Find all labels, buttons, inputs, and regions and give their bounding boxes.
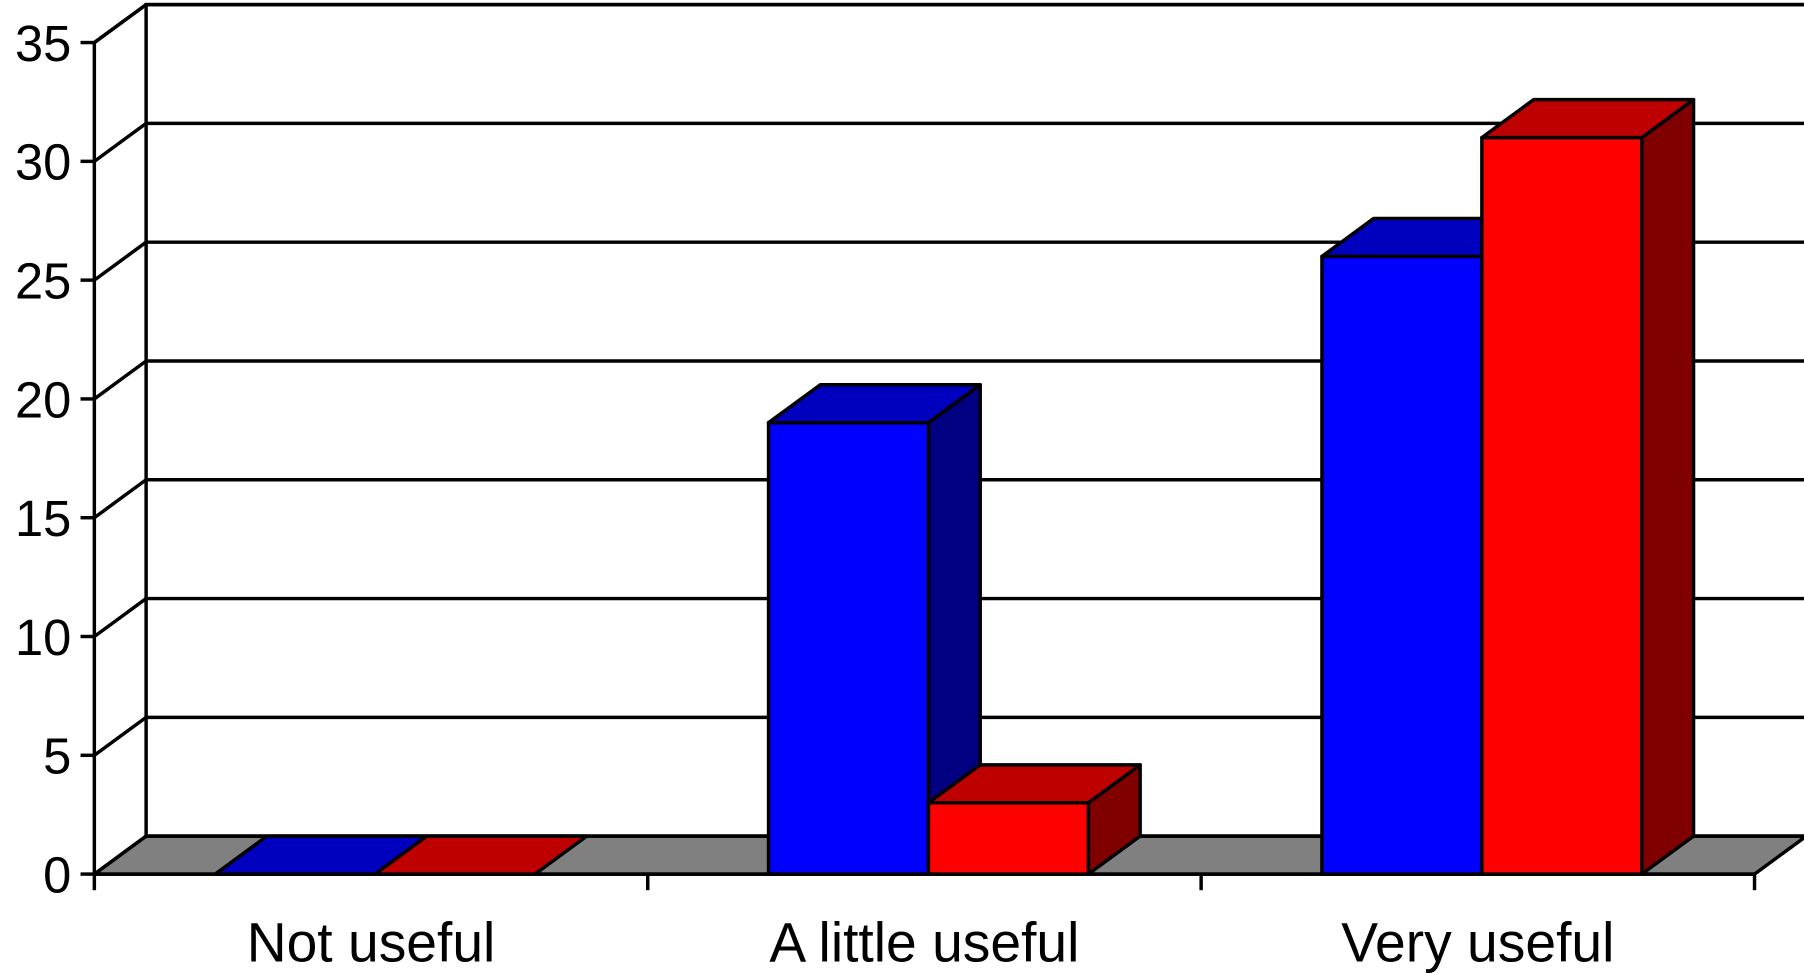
x-tick-label: Not useful: [247, 912, 496, 973]
bar-top: [926, 763, 1142, 805]
bar-front: [766, 420, 931, 876]
grid-line-side: [93, 478, 148, 520]
bar-front: [1480, 135, 1644, 876]
bar: [1480, 97, 1696, 876]
grid-line-side: [93, 834, 148, 876]
y-tick-label: 5: [43, 728, 71, 785]
y-tick-label: 20: [15, 371, 71, 428]
bar-side: [1640, 97, 1696, 876]
y-tick-label: 25: [15, 253, 71, 310]
bar-front: [1320, 254, 1484, 876]
bar: [766, 383, 982, 876]
bar-top: [1480, 97, 1696, 140]
grid-line-side: [93, 597, 148, 638]
y-tick-label: 0: [43, 846, 71, 903]
bar: [373, 834, 589, 876]
grid-line-side: [93, 240, 148, 282]
y-tick-label: 35: [15, 15, 71, 72]
grid-line-side: [93, 715, 148, 757]
x-tick-label: A little useful: [769, 912, 1079, 973]
grid-line-side: [93, 3, 148, 44]
grid-line-side: [93, 122, 148, 163]
bar-top: [766, 383, 982, 425]
grid-line-side: [93, 359, 148, 401]
y-tick-label: 15: [15, 490, 71, 547]
bar-top: [373, 834, 589, 876]
y-tick-label: 30: [15, 134, 71, 191]
y-tick-label: 10: [15, 609, 71, 666]
bar: [926, 763, 1142, 876]
x-tick-label: Very useful: [1341, 912, 1614, 973]
bar-front: [926, 801, 1091, 876]
